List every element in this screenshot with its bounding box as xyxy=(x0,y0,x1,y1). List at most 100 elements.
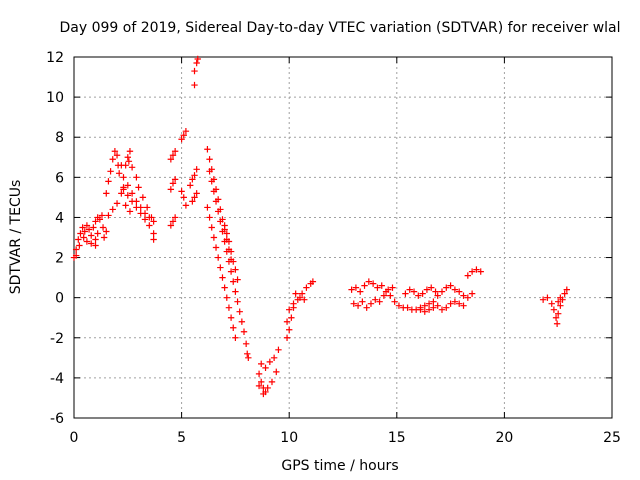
data-point xyxy=(244,350,251,358)
data-point xyxy=(139,194,147,201)
data-point xyxy=(384,286,392,293)
data-point xyxy=(255,370,263,378)
data-point xyxy=(301,296,308,303)
data-point xyxy=(105,212,112,219)
data-point xyxy=(352,284,360,291)
data-point xyxy=(204,146,211,153)
data-point xyxy=(447,282,454,289)
data-point xyxy=(376,298,383,305)
data-point xyxy=(428,284,435,291)
data-point xyxy=(451,286,459,293)
data-point xyxy=(120,186,127,193)
data-point xyxy=(268,378,276,386)
data-point xyxy=(219,274,226,281)
data-point xyxy=(456,300,463,307)
data-point xyxy=(191,67,198,75)
data-points xyxy=(70,55,571,398)
data-point xyxy=(146,222,153,229)
data-point xyxy=(555,298,562,305)
data-point xyxy=(464,272,472,279)
data-point xyxy=(262,364,269,372)
y-tick-label: -2 xyxy=(50,331,64,347)
data-point xyxy=(548,300,555,307)
data-point xyxy=(283,318,291,325)
data-point xyxy=(557,294,564,301)
data-point xyxy=(232,266,239,273)
data-point xyxy=(90,224,97,231)
x-axis-label: GPS time / hours xyxy=(281,458,398,474)
data-point xyxy=(214,254,222,261)
data-point xyxy=(380,292,388,299)
data-point xyxy=(387,292,394,299)
data-point xyxy=(83,222,91,229)
data-point xyxy=(169,180,177,187)
data-point xyxy=(178,136,185,143)
data-point xyxy=(389,284,396,291)
data-point xyxy=(473,266,480,273)
data-point xyxy=(234,276,241,283)
plot-frame xyxy=(73,56,613,419)
data-point xyxy=(561,290,568,297)
data-point xyxy=(124,192,131,199)
y-tick-label: 10 xyxy=(46,90,64,106)
data-point xyxy=(194,55,201,63)
data-point xyxy=(113,200,121,207)
data-point xyxy=(367,300,375,307)
data-point xyxy=(180,132,187,139)
data-point xyxy=(150,230,157,237)
data-point xyxy=(288,314,295,321)
data-point xyxy=(369,280,377,287)
data-point xyxy=(206,214,213,221)
data-point xyxy=(555,310,562,317)
data-point xyxy=(421,308,428,315)
data-point xyxy=(217,218,224,225)
data-point xyxy=(468,268,476,275)
data-point xyxy=(109,156,116,163)
data-point xyxy=(103,228,110,235)
y-tick-label: 0 xyxy=(55,291,64,307)
data-point xyxy=(94,230,101,237)
data-point xyxy=(283,334,291,341)
x-tick-label: 25 xyxy=(603,430,621,446)
data-point xyxy=(122,162,129,169)
data-point xyxy=(258,360,265,368)
data-point xyxy=(118,190,125,197)
data-point xyxy=(100,234,108,241)
chart-title: Day 099 of 2019, Sidereal Day-to-day VTE… xyxy=(59,20,620,36)
data-point xyxy=(359,298,366,305)
data-point xyxy=(240,328,248,335)
data-point xyxy=(83,238,91,245)
data-point xyxy=(260,390,267,398)
data-point xyxy=(169,218,177,225)
data-point xyxy=(432,288,439,295)
data-point xyxy=(242,340,250,347)
data-point xyxy=(225,304,233,311)
data-point xyxy=(227,248,235,255)
data-point xyxy=(80,234,87,241)
y-tick-label: 4 xyxy=(55,210,64,226)
data-point xyxy=(238,318,246,325)
data-point xyxy=(150,218,157,225)
data-point xyxy=(236,308,243,315)
data-point xyxy=(92,242,99,249)
data-point xyxy=(206,156,213,163)
data-point xyxy=(76,242,83,249)
data-point xyxy=(354,302,362,309)
data-point xyxy=(227,314,235,321)
data-point xyxy=(255,382,263,390)
data-point xyxy=(296,294,304,301)
data-point xyxy=(79,224,86,231)
data-point xyxy=(189,198,196,205)
data-point xyxy=(402,290,409,297)
data-point xyxy=(81,228,88,235)
data-point xyxy=(167,186,175,193)
data-point xyxy=(286,306,293,313)
data-point xyxy=(395,302,403,309)
data-point xyxy=(415,292,422,299)
data-point xyxy=(468,290,476,297)
data-point xyxy=(128,164,136,171)
data-point xyxy=(206,168,213,175)
data-point xyxy=(96,216,104,223)
data-point xyxy=(219,228,226,235)
data-point xyxy=(126,148,134,155)
